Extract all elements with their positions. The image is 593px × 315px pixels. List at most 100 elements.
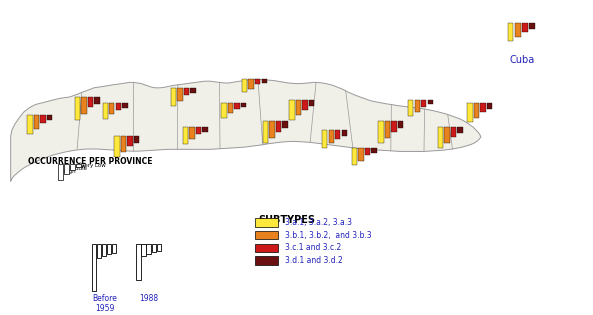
Bar xyxy=(142,244,146,256)
Bar xyxy=(276,121,281,132)
Bar xyxy=(242,79,247,92)
Bar xyxy=(70,163,75,170)
Text: Low: Low xyxy=(75,164,86,169)
Bar xyxy=(157,244,161,251)
Bar xyxy=(371,148,377,153)
Bar xyxy=(391,121,397,132)
Bar xyxy=(365,148,370,155)
Bar xyxy=(228,103,233,113)
Bar xyxy=(378,121,384,143)
Bar xyxy=(221,103,227,117)
Bar xyxy=(94,97,100,104)
Text: 3.b.1, 3.b.2,  and 3.b.3: 3.b.1, 3.b.2, and 3.b.3 xyxy=(285,231,371,239)
Bar xyxy=(234,103,240,109)
Text: Very Low: Very Low xyxy=(81,163,106,168)
Bar xyxy=(262,79,267,83)
Bar xyxy=(184,88,189,95)
Bar xyxy=(81,97,87,114)
Bar xyxy=(263,121,268,143)
Bar xyxy=(58,163,63,180)
Bar xyxy=(92,244,96,291)
Bar xyxy=(127,136,133,146)
Bar xyxy=(136,244,141,280)
Bar xyxy=(112,244,116,253)
Bar xyxy=(457,127,463,134)
Bar xyxy=(451,127,456,137)
Bar xyxy=(103,103,108,119)
Bar xyxy=(444,127,449,143)
Bar xyxy=(255,231,278,239)
Text: SUBTYPES: SUBTYPES xyxy=(258,215,315,225)
Bar xyxy=(385,121,390,138)
Bar xyxy=(421,100,426,107)
Bar xyxy=(171,88,176,106)
Bar xyxy=(255,243,278,252)
Bar xyxy=(269,121,275,138)
Bar xyxy=(88,97,93,107)
Bar xyxy=(177,88,183,101)
Bar xyxy=(289,100,295,120)
Bar xyxy=(134,136,139,143)
Bar xyxy=(190,88,196,93)
Bar xyxy=(196,127,201,134)
Bar xyxy=(64,163,69,175)
Text: Before
1959: Before 1959 xyxy=(92,294,117,313)
Bar xyxy=(398,121,403,128)
Bar xyxy=(302,100,308,110)
Bar xyxy=(487,103,492,109)
Bar xyxy=(241,103,246,107)
Bar xyxy=(358,148,364,161)
Bar xyxy=(480,103,486,112)
Bar xyxy=(428,100,433,105)
Bar xyxy=(335,130,340,139)
Bar xyxy=(508,23,514,42)
Bar xyxy=(102,244,106,256)
Bar xyxy=(75,97,80,120)
Bar xyxy=(296,100,301,115)
Bar xyxy=(255,218,278,226)
Bar xyxy=(322,130,327,148)
Bar xyxy=(202,127,208,132)
Bar xyxy=(352,148,357,165)
Bar xyxy=(107,244,111,254)
Bar xyxy=(474,103,479,117)
Bar xyxy=(76,163,81,167)
Bar xyxy=(97,244,101,258)
Bar xyxy=(408,100,413,116)
Bar xyxy=(415,100,420,112)
Bar xyxy=(121,136,126,152)
Bar xyxy=(189,127,195,140)
Bar xyxy=(248,79,254,89)
Text: 3.c.1 and 3.c.2: 3.c.1 and 3.c.2 xyxy=(285,243,341,252)
Bar xyxy=(122,103,127,107)
Bar xyxy=(183,127,188,144)
Bar xyxy=(255,256,278,265)
Text: 3.d.1 and 3.d.2: 3.d.1 and 3.d.2 xyxy=(285,256,342,265)
Bar xyxy=(342,130,347,136)
Bar xyxy=(146,244,151,254)
Bar xyxy=(515,23,521,37)
Bar xyxy=(34,115,39,129)
Bar xyxy=(27,115,33,134)
Text: 3.a.1, 3.a.2, 3.a.3: 3.a.1, 3.a.2, 3.a.3 xyxy=(285,218,352,227)
Bar xyxy=(438,127,443,148)
Bar xyxy=(282,121,288,128)
Bar xyxy=(47,115,52,120)
Polygon shape xyxy=(11,79,481,182)
Bar xyxy=(114,136,120,157)
Text: OCCURRENCE PER PROVINCE: OCCURRENCE PER PROVINCE xyxy=(28,158,153,167)
Text: High: High xyxy=(63,169,76,175)
Text: 1988: 1988 xyxy=(139,294,158,303)
Bar xyxy=(109,103,114,114)
Text: Middle: Middle xyxy=(69,166,87,171)
Bar xyxy=(467,103,473,122)
Text: Cuba: Cuba xyxy=(509,54,534,65)
Bar xyxy=(116,103,121,110)
Bar xyxy=(255,79,260,84)
Bar xyxy=(522,23,528,32)
Bar xyxy=(529,23,535,29)
Bar xyxy=(329,130,334,143)
Bar xyxy=(309,100,314,106)
Bar xyxy=(40,115,46,123)
Bar xyxy=(152,244,155,252)
